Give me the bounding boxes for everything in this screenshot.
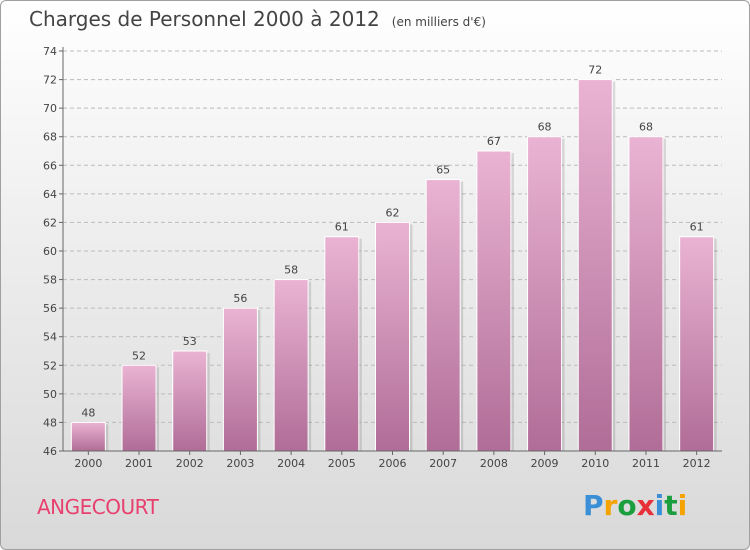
bar: [628, 136, 664, 452]
y-tick-label: 70: [43, 102, 57, 115]
y-tick-label: 64: [43, 188, 57, 201]
logo-letter: t: [664, 489, 678, 522]
x-tick-label: 2009: [531, 457, 559, 470]
y-tick-label: 66: [43, 159, 57, 172]
bar-value-label: 56: [233, 292, 247, 305]
chart-subtitle: (en milliers d'€): [391, 15, 486, 29]
bar: [222, 307, 258, 452]
y-tick-label: 68: [43, 131, 57, 144]
y-tick-label: 48: [43, 416, 57, 429]
x-tick-label: 2000: [74, 457, 102, 470]
bar-value-label: 72: [588, 64, 602, 77]
logo-letter: i: [677, 489, 688, 522]
y-tick-label: 60: [43, 245, 57, 258]
bar-value-label: 48: [81, 406, 95, 419]
bar: [375, 221, 410, 452]
bar: [679, 236, 715, 452]
x-tick-label: 2012: [683, 457, 711, 470]
bar-value-label: 58: [284, 264, 298, 277]
y-tick-label: 74: [43, 45, 57, 58]
bar-value-label: 61: [335, 221, 349, 234]
x-tick-label: 2006: [379, 457, 407, 470]
bar: [425, 179, 461, 452]
labels-layer: 48 52 53 56 58 61 62 65 67 68 72 68 61: [81, 64, 703, 420]
y-tick-label: 72: [43, 74, 57, 87]
bar-value-label: 65: [436, 164, 450, 177]
bar-value-label: 67: [487, 135, 501, 148]
chart-title-block: Charges de Personnel 2000 à 2012 (en mill…: [29, 7, 486, 31]
bar: [476, 150, 512, 452]
x-tick-label: 2001: [125, 457, 153, 470]
x-tick-label: 2007: [429, 457, 457, 470]
bar-value-label: 52: [132, 349, 146, 362]
bar: [273, 279, 309, 452]
bar: [324, 236, 360, 452]
bar-value-label: 68: [538, 121, 552, 134]
axis-layer: 46 48 50 52 54 56 58 60 62 64 66 68 70 72 74 2000 2001 20…: [43, 45, 722, 470]
logo-letter: P: [583, 489, 604, 522]
logo-letter: i: [654, 489, 665, 522]
y-tick-label: 46: [43, 445, 57, 458]
bar: [527, 136, 563, 452]
y-tick-label: 52: [43, 359, 57, 372]
x-tick-label: 2003: [226, 457, 254, 470]
bars-layer: [70, 79, 717, 452]
x-tick-label: 2005: [328, 457, 356, 470]
bar-value-label: 53: [183, 335, 197, 348]
y-tick-label: 62: [43, 216, 57, 229]
x-tick-label: 2010: [581, 457, 609, 470]
x-tick-label: 2002: [176, 457, 204, 470]
logo-letter: o: [617, 489, 637, 522]
bar-value-label: 62: [386, 206, 400, 219]
x-tick-label: 2004: [277, 457, 305, 470]
bar: [70, 421, 106, 452]
bar: [577, 79, 613, 452]
commune-name: ANGECOURT: [37, 495, 159, 519]
chart-title: Charges de Personnel 2000 à 2012: [29, 7, 380, 31]
x-tick-label: 2011: [632, 457, 660, 470]
logo-letter: r: [603, 489, 618, 522]
y-tick-label: 56: [43, 302, 57, 315]
y-tick-label: 58: [43, 274, 57, 287]
bar: [172, 350, 208, 452]
y-tick-label: 50: [43, 388, 57, 401]
bar: [121, 364, 157, 452]
bar-value-label: 61: [690, 221, 704, 234]
bar-value-label: 68: [639, 121, 653, 134]
proxiti-logo[interactable]: Proxiti: [583, 489, 687, 522]
y-tick-label: 54: [43, 331, 57, 344]
x-tick-label: 2008: [480, 457, 508, 470]
logo-letter: x: [636, 489, 655, 522]
